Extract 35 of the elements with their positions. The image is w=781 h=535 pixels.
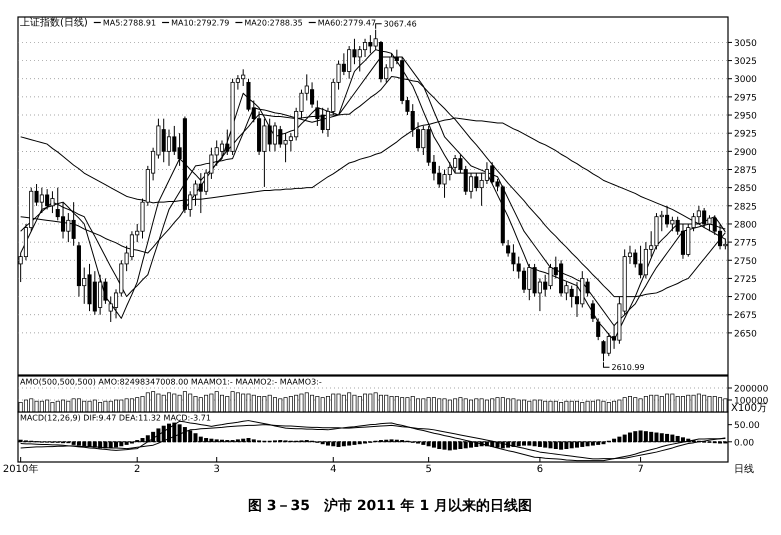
y-tick-label: 2775 — [734, 238, 757, 249]
x-tick-label: 5 — [425, 464, 432, 475]
y-tick-label: 2975 — [734, 93, 757, 104]
caption: 图 3－35 沪市 2011 年 1 月以来的日线图 — [248, 497, 532, 514]
chart-title: MACD(12,26,9) DIF:9.47 DEA:11.32 MACD:-3.71 — [20, 414, 211, 422]
text: 日线 — [734, 463, 754, 475]
y-tick-label: 2750 — [734, 256, 758, 267]
y-tick-label: 3025 — [734, 57, 757, 68]
y-tick-label: 2650 — [734, 329, 758, 340]
y-tick-label: 2725 — [734, 274, 757, 285]
annotation: 3067.46 — [384, 20, 417, 29]
x-tick-label: 4 — [330, 464, 336, 475]
x-tick-label: 3 — [214, 464, 220, 475]
x-tick-label: 7 — [637, 464, 644, 475]
y-tick-label: 2950 — [734, 112, 758, 122]
y-tick-label: 2675 — [734, 311, 757, 322]
y-tick-label: 2700 — [734, 293, 758, 304]
y-tick-label: 200000 — [734, 384, 769, 394]
y-tick-label: 3050 — [734, 38, 758, 49]
x-tick-label: 2 — [134, 464, 140, 475]
chart-title: 上证指数(日线) — [20, 16, 88, 28]
annotation: 2610.99 — [611, 363, 645, 372]
y-tick-label: 3000 — [734, 75, 758, 86]
y-axis-title: X100万 — [731, 403, 767, 414]
y-tick-label: 2800 — [734, 220, 758, 230]
y-tick-label: 2925 — [734, 130, 757, 140]
y-tick-label: 2875 — [734, 166, 757, 176]
y-tick-label: 50.00 — [734, 421, 760, 432]
y-tick-label: 2850 — [734, 184, 758, 194]
x-tick-label: 6 — [536, 464, 544, 475]
x-tick-label: 2010年 — [2, 463, 38, 475]
y-tick-label: 2900 — [734, 148, 758, 158]
y-tick-label: 0.00 — [734, 438, 754, 448]
y-tick-label: 2825 — [734, 202, 757, 212]
chart-title: AMO(500,500,500) AMO:82498347008.00 MAAMO1:- MAAMO2:- MAAMO3:- — [20, 378, 322, 386]
